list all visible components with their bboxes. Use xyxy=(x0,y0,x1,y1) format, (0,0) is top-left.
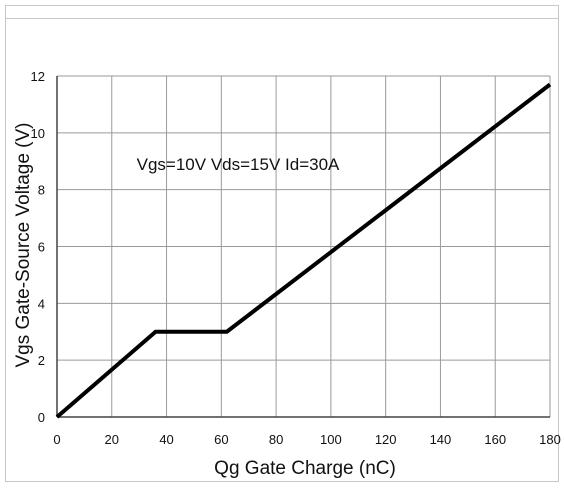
page-border xyxy=(5,5,559,482)
y-tick-label: 0 xyxy=(38,410,45,425)
x-tick-label: 140 xyxy=(430,432,452,447)
series-line xyxy=(55,82,552,419)
x-tick-label: 180 xyxy=(539,432,561,447)
x-tick-label: 40 xyxy=(159,432,173,447)
y-tick-label: 8 xyxy=(38,183,45,198)
chart-annotation: Vgs=10V Vds=15V Id=30A xyxy=(137,155,340,174)
x-tick-label: 160 xyxy=(484,432,506,447)
y-tick-label: 4 xyxy=(38,296,45,311)
series-layer xyxy=(55,82,552,419)
x-tick-label: 100 xyxy=(320,432,342,447)
y-tick-label: 12 xyxy=(31,69,45,84)
grid-layer xyxy=(57,75,551,417)
y-tick-label: 10 xyxy=(31,126,45,141)
y-axis-label: Vgs Gate-Source Voltage (V) xyxy=(13,122,34,367)
x-axis-label: Qg Gate Charge (nC) xyxy=(214,458,396,479)
y-tick-label: 2 xyxy=(38,353,45,368)
x-tick-label: 20 xyxy=(105,432,119,447)
x-tick-label: 60 xyxy=(214,432,228,447)
ticks-layer: 0 20 40 60 80 100 120 140 160 180 0 2 4 6 8 10 12 xyxy=(31,69,561,447)
x-tick-label: 80 xyxy=(269,432,283,447)
axis-layer xyxy=(56,76,550,418)
x-tick-label: 0 xyxy=(53,432,60,447)
x-tick-label: 120 xyxy=(375,432,397,447)
y-tick-label: 6 xyxy=(38,240,45,255)
